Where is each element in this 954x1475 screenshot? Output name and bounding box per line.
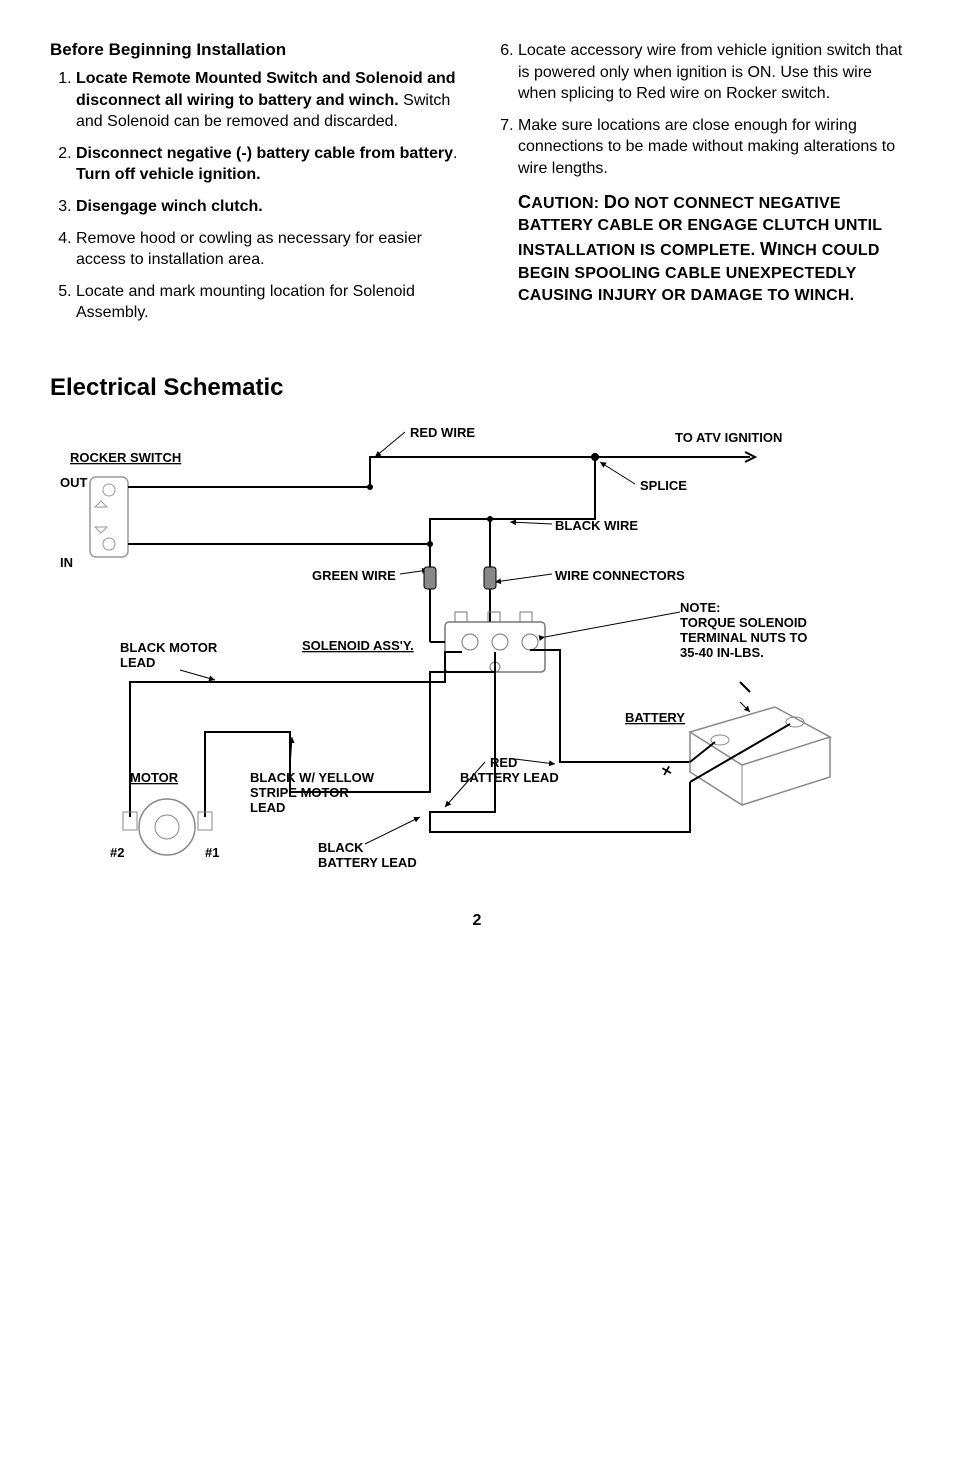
caution-text: Caution: Do not connect negative battery… bbox=[518, 190, 904, 308]
label-note4: 35-40 IN-LBS. bbox=[680, 645, 764, 660]
label-wire-conn: WIRE CONNECTORS bbox=[555, 568, 685, 583]
label-splice: SPLICE bbox=[640, 478, 687, 493]
schematic-title: Electrical Schematic bbox=[50, 374, 904, 402]
step-1: Locate Remote Mounted Switch and Solenoi… bbox=[76, 68, 462, 133]
label-rocker: ROCKER SWITCH bbox=[70, 450, 181, 465]
label-motor: MOTOR bbox=[130, 770, 179, 785]
label-n2: #2 bbox=[110, 845, 124, 860]
label-note3: TERMINAL NUTS TO bbox=[680, 630, 807, 645]
label-in: IN bbox=[60, 555, 73, 570]
step-5: Locate and mark mounting location for So… bbox=[76, 281, 462, 324]
svg-text:✕: ✕ bbox=[660, 762, 674, 779]
label-green-wire: GREEN WIRE bbox=[312, 568, 396, 583]
label-byl1: BLACK W/ YELLOW bbox=[250, 770, 375, 785]
label-solenoid: SOLENOID ASS'Y. bbox=[302, 638, 414, 653]
label-n1: #1 bbox=[205, 845, 219, 860]
step-2-dot: . bbox=[453, 145, 457, 162]
step-6: Locate accessory wire from vehicle ignit… bbox=[518, 40, 904, 105]
label-to-atv: TO ATV IGNITION bbox=[675, 430, 782, 445]
label-note2: TORQUE SOLENOID bbox=[680, 615, 807, 630]
step-3: Disengage winch clutch. bbox=[76, 196, 462, 218]
label-rbl2: BATTERY LEAD bbox=[460, 770, 559, 785]
label-bbl1: BLACK bbox=[318, 840, 364, 855]
label-bbl2: BATTERY LEAD bbox=[318, 855, 417, 870]
step-3-bold: Disengage winch clutch. bbox=[76, 198, 263, 215]
label-note1: NOTE: bbox=[680, 600, 720, 615]
label-byl2: STRIPE MOTOR bbox=[250, 785, 349, 800]
step-2-bold: Disconnect negative (-) battery cable fr… bbox=[76, 145, 453, 162]
step-4: Remove hood or cowling as necessary for … bbox=[76, 228, 462, 271]
electrical-schematic: ROCKER SWITCH OUT IN RED WIRE TO ATV IGN… bbox=[50, 412, 904, 882]
label-bml2: LEAD bbox=[120, 655, 155, 670]
label-bml1: BLACK MOTOR bbox=[120, 640, 218, 655]
label-black-wire: BLACK WIRE bbox=[555, 518, 638, 533]
label-rbl1: RED bbox=[490, 755, 517, 770]
before-heading: Before Beginning Installation bbox=[50, 40, 462, 60]
page-number: 2 bbox=[50, 912, 904, 930]
step-7: Make sure locations are close enough for… bbox=[518, 115, 904, 180]
label-out: OUT bbox=[60, 475, 88, 490]
label-battery: BATTERY bbox=[625, 710, 685, 725]
label-red-wire: RED WIRE bbox=[410, 425, 475, 440]
step-2-bold2: Turn off vehicle ignition. bbox=[76, 166, 261, 183]
label-byl3: LEAD bbox=[250, 800, 285, 815]
step-2: Disconnect negative (-) battery cable fr… bbox=[76, 143, 462, 186]
